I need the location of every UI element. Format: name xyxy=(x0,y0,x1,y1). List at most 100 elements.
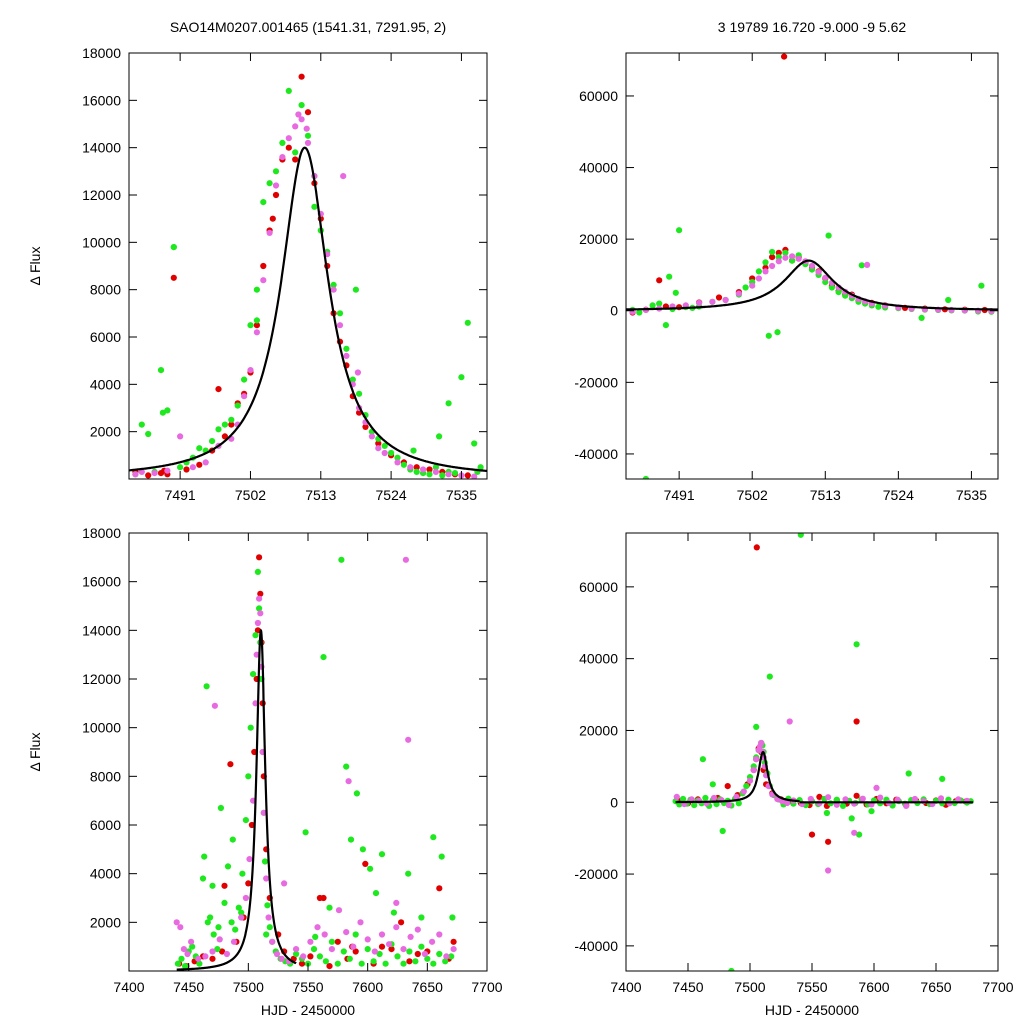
data-point xyxy=(753,756,760,763)
data-point xyxy=(394,459,401,466)
data-point xyxy=(202,459,209,466)
data-point xyxy=(699,756,707,763)
data-point xyxy=(321,931,328,938)
data-point xyxy=(636,309,643,316)
y-tick-label: 12000 xyxy=(82,187,121,203)
data-point xyxy=(436,931,443,938)
fit-curve xyxy=(674,750,801,804)
x-axis-label: HJD - 2450000 xyxy=(765,1002,859,1018)
data-point xyxy=(345,778,352,785)
data-point xyxy=(722,296,729,304)
data-point xyxy=(835,289,842,296)
fit-curve xyxy=(175,629,297,971)
data-point xyxy=(851,829,858,836)
data-point xyxy=(370,958,377,965)
data-point xyxy=(295,111,302,118)
data-point xyxy=(266,229,273,236)
data-point xyxy=(328,938,335,945)
data-point xyxy=(303,125,310,132)
data-point xyxy=(210,931,217,938)
data-point xyxy=(235,904,242,911)
data-point xyxy=(945,296,952,304)
data-point xyxy=(322,958,329,965)
data-point xyxy=(234,402,241,409)
data-point xyxy=(211,702,218,709)
data-point xyxy=(715,294,723,301)
data-point xyxy=(393,924,400,931)
data-point xyxy=(228,416,235,423)
data-point xyxy=(873,784,880,792)
data-point xyxy=(228,919,235,926)
data-point xyxy=(382,960,389,967)
data-point xyxy=(247,322,254,329)
data-point xyxy=(673,793,680,801)
data-point xyxy=(248,821,255,829)
data-point xyxy=(209,438,216,445)
y-tick-label: 2000 xyxy=(90,424,121,440)
data-point xyxy=(400,461,407,468)
y-tick-label: 60000 xyxy=(579,579,618,595)
data-point xyxy=(343,763,350,770)
y-tick-label: -40000 xyxy=(574,446,618,462)
data-point xyxy=(330,281,337,288)
data-point xyxy=(808,831,816,838)
data-point xyxy=(245,880,252,887)
x-tick-label: 7650 xyxy=(412,979,443,995)
data-point xyxy=(272,191,280,199)
data-point xyxy=(378,943,386,950)
data-point xyxy=(335,907,343,914)
data-point xyxy=(781,53,788,60)
data-point xyxy=(676,227,683,234)
data-point xyxy=(209,955,216,962)
y-tick-label: 0 xyxy=(610,794,618,810)
x-tick-label: 7550 xyxy=(292,979,323,995)
data-point xyxy=(822,274,829,281)
data-point xyxy=(775,258,782,265)
data-point xyxy=(177,464,184,471)
data-point xyxy=(418,943,425,950)
data-point xyxy=(343,929,350,936)
figure-title-left: SAO14M0207.001465 (1541.31, 7291.95, 2) xyxy=(170,19,446,35)
data-point xyxy=(421,950,428,958)
data-point xyxy=(334,960,341,967)
data-point xyxy=(177,433,184,440)
data-point xyxy=(414,950,421,958)
data-point xyxy=(188,938,195,945)
data-point xyxy=(388,946,395,953)
data-point xyxy=(375,440,382,447)
data-point xyxy=(864,261,871,268)
data-point xyxy=(215,426,222,433)
data-point xyxy=(816,793,823,801)
data-point xyxy=(189,464,196,471)
data-point xyxy=(725,802,733,809)
plot-area xyxy=(626,53,998,479)
data-point xyxy=(735,290,743,297)
data-point xyxy=(256,605,263,612)
data-point xyxy=(354,369,361,376)
data-point xyxy=(753,544,760,551)
data-point xyxy=(257,590,264,597)
data-point xyxy=(281,880,288,887)
data-point xyxy=(279,154,286,161)
y-axis-label: Δ Flux xyxy=(27,247,43,286)
data-point xyxy=(762,268,769,275)
data-point xyxy=(209,882,216,889)
data-point xyxy=(815,269,822,276)
data-point xyxy=(362,860,369,868)
data-point xyxy=(378,931,386,938)
data-point xyxy=(728,967,735,971)
data-point xyxy=(224,863,232,870)
data-point xyxy=(710,794,718,802)
data-point xyxy=(429,938,436,945)
data-point xyxy=(390,909,397,916)
data-point xyxy=(346,955,353,962)
data-point xyxy=(250,671,257,678)
data-point xyxy=(438,853,445,860)
data-point xyxy=(260,277,267,284)
y-tick-label: 6000 xyxy=(90,329,121,345)
data-point xyxy=(464,472,471,479)
y-tick-label: -20000 xyxy=(574,374,618,390)
data-point xyxy=(138,468,145,475)
y-tick-label: 6000 xyxy=(90,817,121,833)
data-point xyxy=(367,865,374,872)
